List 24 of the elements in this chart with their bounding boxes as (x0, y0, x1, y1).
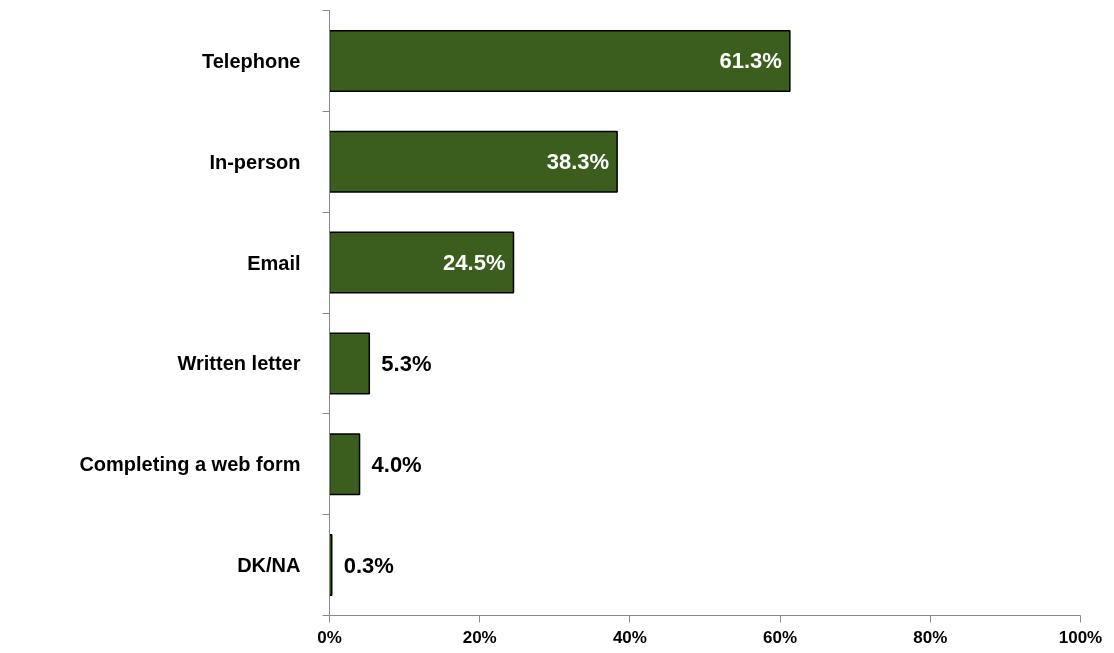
bar (329, 29, 791, 92)
bar (329, 130, 618, 193)
data-label: 38.3% (546, 149, 610, 175)
data-label: 4.0% (371, 451, 422, 477)
x-tick-label: 60% (763, 627, 798, 647)
bar (329, 534, 333, 597)
y-tick-label: DK/NA (237, 554, 301, 577)
x-tick-label: 0% (317, 627, 342, 647)
data-label: 5.3% (381, 350, 432, 376)
x-tick-label: 40% (612, 627, 647, 647)
data-label: 61.3% (719, 48, 782, 74)
bar (329, 332, 371, 395)
x-tick-label: 80% (913, 627, 948, 647)
y-tick-label: Written letter (177, 352, 301, 375)
bar (329, 231, 515, 294)
y-tick-label: Telephone (201, 49, 301, 72)
data-label: 24.5% (443, 250, 506, 276)
y-tick-label: Completing a web form (79, 453, 301, 476)
data-label: 0.3% (343, 552, 394, 578)
x-tick-label: 20% (462, 627, 497, 647)
bar (329, 433, 361, 496)
x-tick-label: 100% (1058, 627, 1103, 647)
y-tick-label: Email (247, 251, 301, 274)
y-tick-label: In-person (209, 150, 301, 173)
